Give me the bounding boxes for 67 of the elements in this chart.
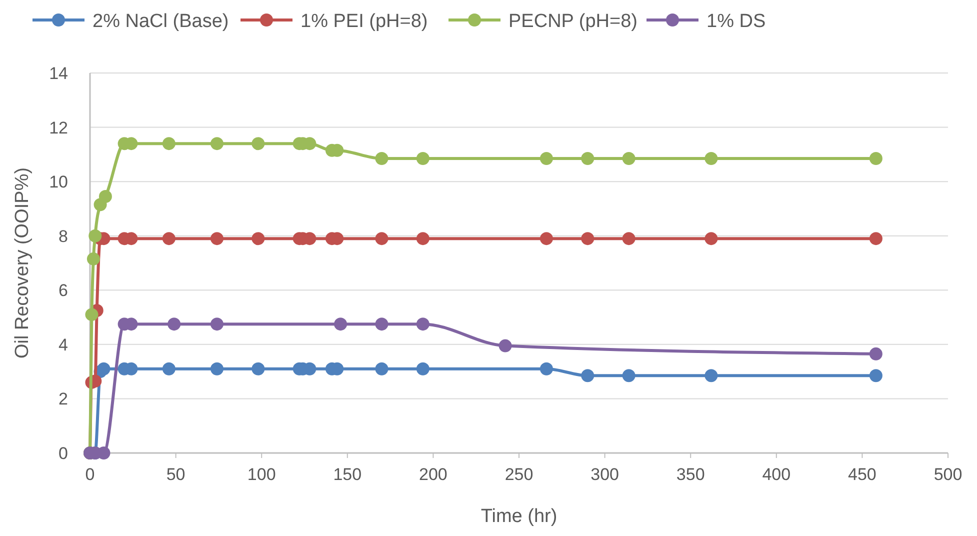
- x-tick-label: 400: [762, 465, 791, 484]
- point: [416, 232, 430, 246]
- point: [540, 232, 553, 246]
- point: [86, 252, 100, 266]
- x-tick-label: 250: [504, 465, 534, 484]
- point: [704, 232, 718, 246]
- y-tick-label: 14: [49, 64, 68, 83]
- point: [581, 152, 594, 165]
- point: [210, 318, 224, 331]
- point: [252, 362, 265, 376]
- x-tick-label: 200: [419, 465, 448, 484]
- point: [869, 369, 882, 382]
- point: [168, 318, 181, 331]
- x-tick-label: 300: [590, 465, 619, 484]
- point: [162, 137, 176, 150]
- legend-label: PECNP (pH=8): [508, 11, 638, 32]
- point: [334, 318, 348, 331]
- point: [162, 232, 176, 246]
- x-tick-label: 150: [333, 465, 362, 484]
- point: [210, 232, 224, 246]
- point: [252, 137, 265, 150]
- x-tick-label: 450: [848, 465, 876, 484]
- point: [540, 152, 553, 165]
- y-tick-label: 10: [49, 172, 68, 192]
- x-axis-title: Time (hr): [480, 506, 558, 527]
- x-tick-label: 500: [934, 465, 962, 484]
- y-tick-label: 4: [58, 335, 68, 354]
- point: [869, 347, 882, 360]
- point: [540, 362, 553, 376]
- point: [704, 369, 718, 382]
- point: [416, 318, 430, 331]
- y-tick-label: 0: [58, 444, 68, 463]
- legend-label: 1% DS: [706, 11, 766, 32]
- point: [498, 339, 512, 352]
- point: [416, 362, 430, 376]
- x-tick-label: 100: [247, 465, 276, 484]
- point: [869, 152, 882, 165]
- point: [210, 362, 224, 376]
- point: [375, 318, 388, 331]
- x-tick-label: 50: [166, 465, 186, 484]
- point: [622, 232, 636, 246]
- y-tick-label: 2: [58, 390, 68, 409]
- point: [704, 152, 718, 165]
- point: [416, 152, 430, 165]
- legend-label: 1% PEI (pH=8): [300, 11, 428, 32]
- point: [375, 362, 388, 376]
- point: [98, 190, 112, 203]
- point: [622, 369, 636, 382]
- point: [85, 308, 98, 322]
- point: [210, 137, 224, 150]
- y-axis-title: Oil Recovery (OOIP%): [12, 167, 33, 359]
- point: [375, 152, 388, 165]
- point: [375, 232, 388, 246]
- legend-label: 2% NaCl (Base): [92, 11, 229, 32]
- point: [97, 362, 110, 376]
- y-tick-label: 12: [49, 118, 68, 138]
- point: [88, 229, 102, 242]
- point: [581, 232, 594, 246]
- y-tick-label: 8: [58, 226, 68, 246]
- point: [252, 232, 265, 246]
- point: [869, 232, 882, 246]
- point: [581, 369, 594, 382]
- point: [622, 152, 636, 165]
- point: [162, 362, 176, 376]
- y-tick-label: 6: [58, 281, 68, 300]
- x-tick-label: 350: [676, 465, 705, 484]
- x-tick-label: 0: [85, 465, 95, 484]
